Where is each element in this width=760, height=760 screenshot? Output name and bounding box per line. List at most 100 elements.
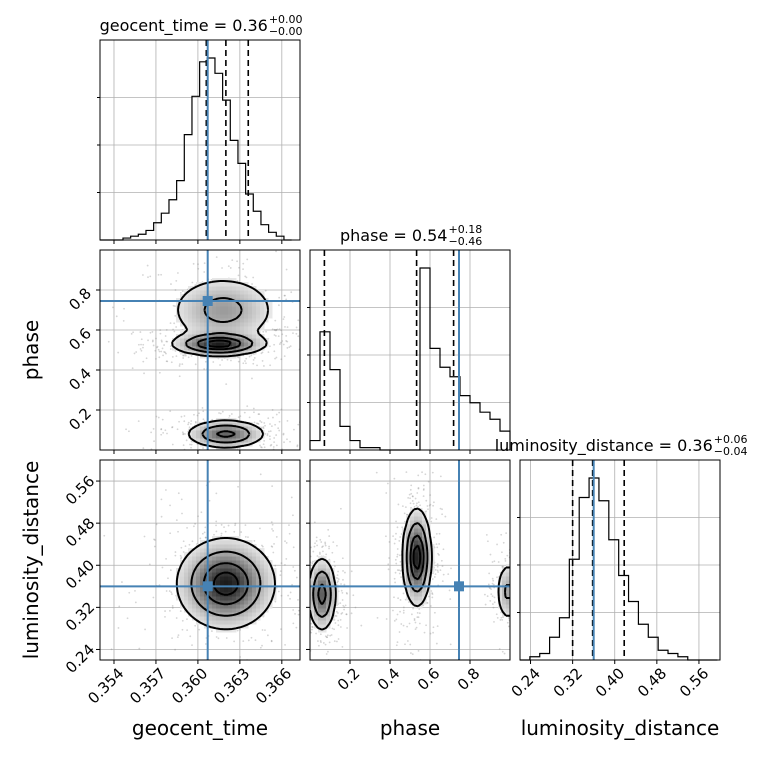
density-cell	[248, 608, 253, 613]
sample-point	[288, 635, 290, 637]
density-cell	[260, 600, 265, 605]
density-cell	[252, 620, 257, 625]
sample-point	[417, 650, 420, 652]
density-cell	[252, 616, 257, 621]
density-cell	[192, 338, 197, 343]
density-cell	[192, 552, 197, 557]
contour-level-1	[175, 537, 276, 631]
sample-point	[201, 532, 204, 535]
density-cell	[240, 350, 245, 355]
density-cell	[204, 286, 209, 291]
sample-point	[285, 558, 288, 560]
sample-point	[339, 626, 342, 628]
density-cell	[184, 334, 189, 339]
sample-point	[512, 587, 514, 589]
density-cell	[252, 572, 257, 577]
sample-point	[491, 582, 494, 585]
sample-point	[221, 410, 224, 413]
density-cell	[200, 294, 205, 299]
sample-point	[501, 619, 504, 621]
sample-point	[237, 356, 240, 359]
sample-point	[288, 346, 291, 349]
sample-point	[217, 637, 220, 640]
sample-point	[272, 446, 275, 448]
density-cell	[204, 318, 209, 323]
sample-point	[490, 588, 493, 590]
sample-point	[178, 375, 181, 378]
sample-point	[331, 551, 334, 554]
sample-point	[493, 601, 496, 604]
density-cell	[212, 334, 217, 339]
sample-point	[397, 503, 400, 506]
sample-point	[273, 350, 276, 353]
density-cell	[224, 564, 229, 569]
sample-point	[186, 629, 189, 632]
sample-point	[496, 616, 499, 619]
density-cell	[244, 334, 249, 339]
sample-point	[409, 488, 412, 491]
sample-point	[171, 426, 174, 428]
density-cell	[204, 326, 209, 331]
density-cell	[236, 620, 241, 625]
density-cell	[200, 616, 205, 621]
x-tick-label: 0.4	[374, 664, 404, 694]
density-cell	[252, 334, 257, 339]
density-cell	[314, 572, 319, 577]
sample-point	[277, 590, 280, 593]
sample-point	[273, 334, 276, 336]
sample-point	[280, 329, 283, 332]
sample-point	[514, 623, 516, 625]
sample-point	[425, 624, 427, 627]
density-cell	[232, 596, 237, 601]
sample-point	[160, 433, 163, 436]
sample-point	[301, 651, 303, 653]
sample-point	[171, 605, 174, 607]
sample-point	[160, 428, 163, 431]
sample-point	[513, 577, 515, 579]
density-cell	[322, 616, 327, 621]
density-cell	[216, 310, 221, 315]
density-cell	[208, 282, 213, 287]
density-cell	[268, 306, 273, 311]
density-cell	[204, 544, 209, 549]
sample-point	[511, 611, 513, 613]
sample-point	[406, 513, 409, 516]
density-cell	[322, 624, 327, 629]
density-cell	[232, 422, 237, 427]
sample-point	[231, 259, 234, 262]
sample-point	[174, 456, 176, 458]
sample-point	[298, 597, 300, 599]
density-cell	[240, 556, 245, 561]
sample-point	[277, 427, 280, 430]
sample-point	[414, 497, 417, 500]
sample-point	[278, 420, 281, 423]
sample-point	[336, 640, 338, 643]
density-cell	[248, 294, 253, 299]
density-cell	[220, 620, 225, 625]
density-cell	[208, 576, 213, 581]
density-cell	[330, 592, 335, 597]
density-cell	[200, 310, 205, 315]
sample-point	[532, 589, 534, 591]
sample-point	[324, 346, 326, 348]
density-cell	[422, 564, 427, 569]
sample-point	[517, 617, 519, 619]
density-cell	[240, 442, 245, 447]
density-cell	[264, 568, 269, 573]
sample-point	[252, 358, 255, 361]
density-cell	[240, 286, 245, 291]
density-cell	[192, 608, 197, 613]
density-cell	[414, 556, 419, 561]
sample-point	[311, 626, 314, 628]
density-cell	[422, 544, 427, 549]
sample-point	[333, 663, 335, 665]
sample-point	[491, 561, 494, 563]
density-cell	[232, 628, 237, 633]
density-cell	[314, 620, 319, 625]
density-cell	[216, 314, 221, 319]
density-cell	[204, 576, 209, 581]
sample-point	[516, 627, 518, 629]
density-cell	[188, 330, 193, 335]
sample-point	[322, 362, 324, 364]
sample-point	[406, 640, 409, 642]
